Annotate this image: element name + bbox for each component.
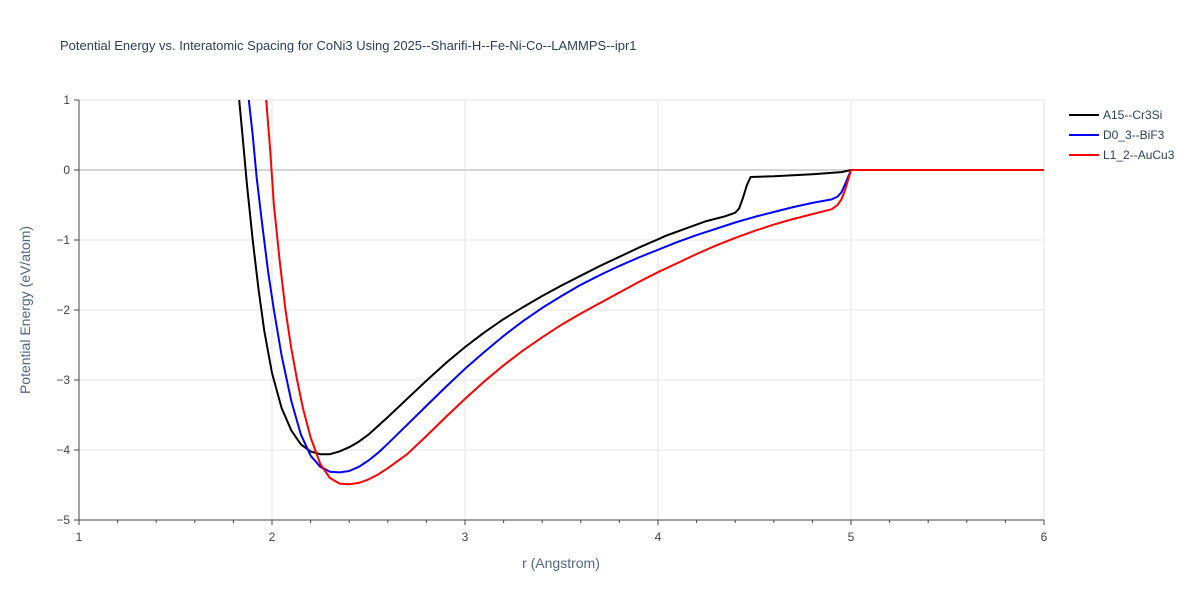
series-line-2	[247, 100, 1044, 474]
y-tick-label: −5	[56, 513, 70, 527]
y-tick-label: −2	[56, 303, 70, 317]
legend-item[interactable]: D0_3--BiF3	[1069, 128, 1165, 142]
y-tick-label: 1	[63, 93, 70, 107]
series-line-1	[238, 100, 1044, 456]
x-tick-label: 4	[655, 530, 662, 544]
x-tick-label: 5	[848, 530, 855, 544]
x-tick-label: 6	[1041, 530, 1048, 544]
x-tick-label: 2	[269, 530, 276, 544]
x-axis-title: r (Angstrom)	[522, 555, 600, 571]
y-tick-label: −4	[56, 443, 70, 457]
x-tick-label: 1	[76, 530, 83, 544]
series-line-3	[265, 100, 1044, 486]
y-tick-label: −3	[56, 373, 70, 387]
legend[interactable]: A15--Cr3Si D0_3--BiF3 L1_2--AuCu3	[1069, 108, 1175, 162]
y-tick-label: 0	[63, 163, 70, 177]
y-axis-title: Potential Energy (eV/atom)	[17, 226, 33, 394]
series-lines	[238, 100, 1044, 486]
legend-item[interactable]: L1_2--AuCu3	[1069, 148, 1175, 162]
chart-title: Potential Energy vs. Interatomic Spacing…	[60, 38, 637, 53]
x-tick-label: 3	[462, 530, 469, 544]
legend-label: L1_2--AuCu3	[1103, 148, 1175, 162]
ticks: 1 2 3 4 5 6 1 0 −1 −2 −3 −4 −5	[56, 93, 1047, 544]
legend-label: D0_3--BiF3	[1103, 128, 1165, 142]
legend-item[interactable]: A15--Cr3Si	[1069, 108, 1162, 122]
legend-label: A15--Cr3Si	[1103, 108, 1162, 122]
y-tick-label: −1	[56, 233, 70, 247]
